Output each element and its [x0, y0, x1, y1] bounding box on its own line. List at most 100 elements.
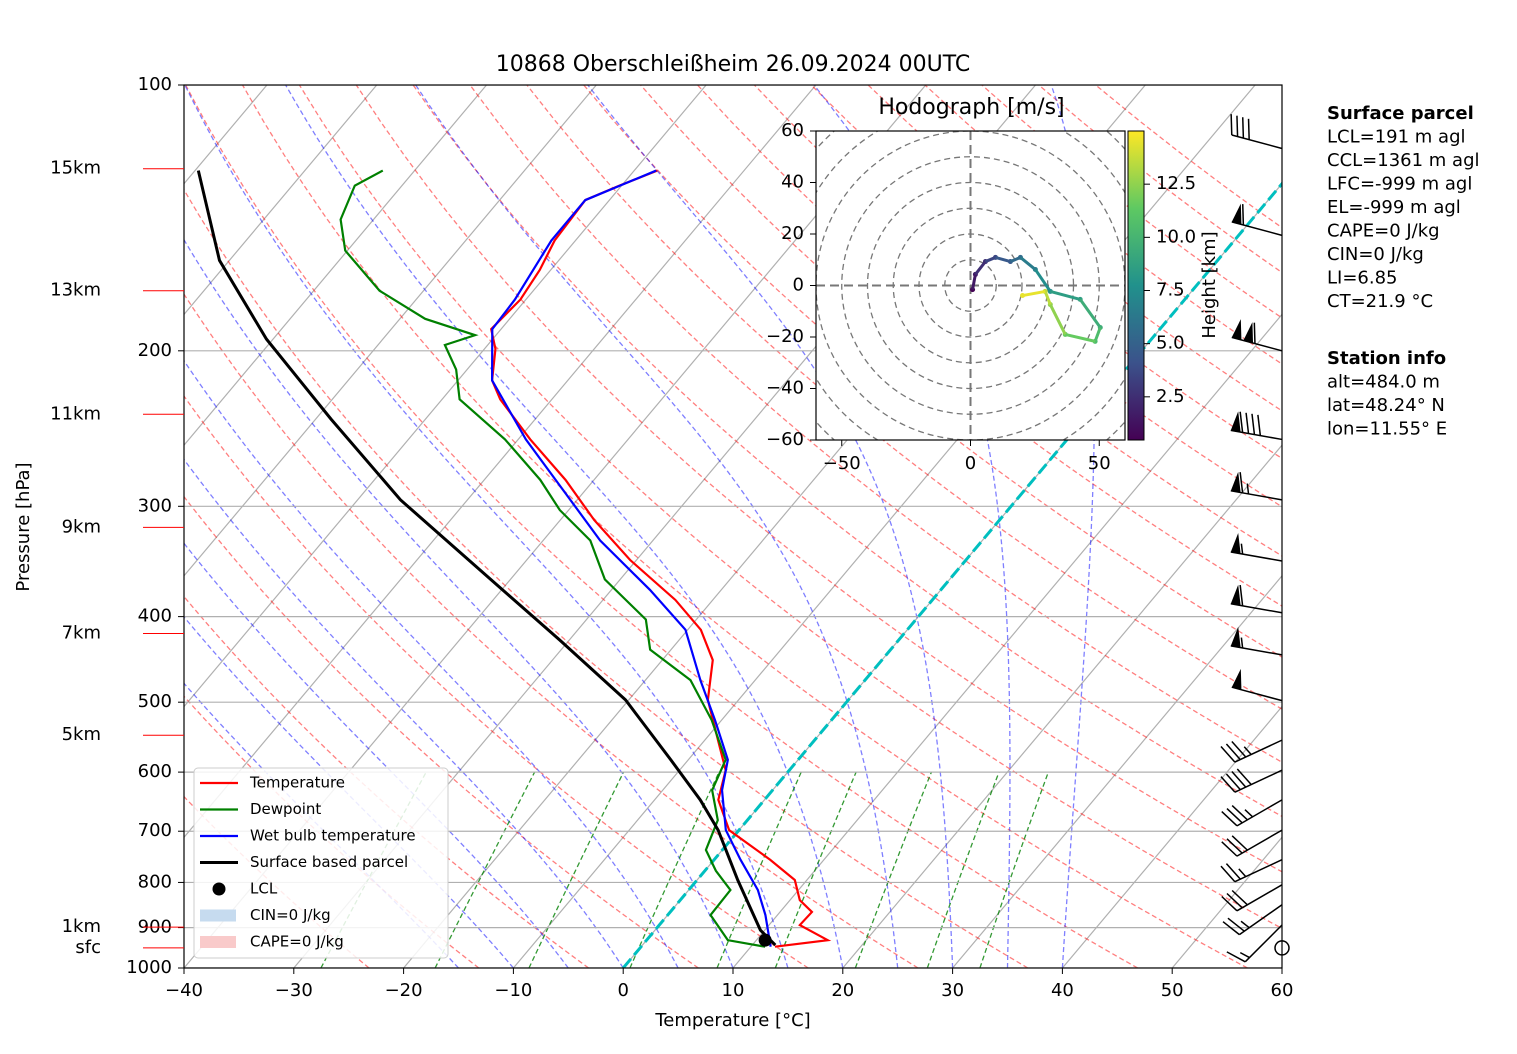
moist-adiabat [184, 682, 459, 968]
barb-flag [1230, 471, 1241, 493]
barb-staff [1234, 769, 1283, 793]
calm-wind [1274, 940, 1290, 956]
barb-flag [1231, 668, 1242, 690]
y-tick-label: 100 [138, 74, 172, 95]
barb-feather [1227, 917, 1245, 932]
legend-label: Wet bulb temperature [250, 827, 416, 845]
y-tick-label: 1000 [126, 957, 172, 978]
moist-adiabat [184, 458, 624, 968]
hodograph-x-tick-label: 0 [965, 453, 976, 474]
freezing-isotherm [622, 181, 1282, 968]
barb-flag [1243, 322, 1254, 344]
barb-half [1240, 543, 1244, 555]
barb-half [1244, 809, 1254, 818]
height-label: 9km [62, 516, 101, 537]
barb-feather [1239, 411, 1244, 433]
barb-staff [1231, 336, 1283, 352]
legend-label: LCL [250, 880, 278, 898]
wind-barb [1230, 532, 1283, 562]
dry-adiabat [184, 495, 699, 968]
barb-half [1238, 868, 1247, 878]
colorbar-tick-label: 7.5 [1156, 279, 1185, 300]
mixing-ratio-line [926, 771, 1000, 968]
barb-feather [1221, 841, 1238, 857]
y-tick-label: 600 [138, 761, 172, 782]
moist-adiabat [415, 85, 899, 968]
barb-staff [1234, 859, 1283, 883]
legend-box [193, 767, 449, 959]
dry-adiabat [469, 85, 1282, 763]
barb-feather [1225, 743, 1241, 761]
annotation-line: LI=6.85 [1327, 268, 1398, 289]
annotation-line: lon=11.55° E [1327, 419, 1447, 440]
dry-adiabat [412, 85, 1282, 818]
hodograph-title: Hodograph [m/s] [878, 95, 1064, 120]
barb-flag [1230, 411, 1241, 433]
x-tick-label: −40 [165, 980, 203, 1001]
barb-feather [1221, 810, 1238, 827]
x-tick-label: 10 [722, 980, 745, 1001]
height-label: 11km [50, 403, 101, 424]
mixing-ratio-line [774, 771, 857, 968]
barb-feather [1241, 117, 1245, 139]
barb-staff [1230, 645, 1283, 656]
hodograph-y-tick-label: 20 [781, 223, 804, 244]
barb-feather [1226, 951, 1246, 963]
barb-feather [1239, 472, 1244, 493]
colorbar [1127, 130, 1145, 441]
x-tick-label: −20 [385, 980, 423, 1001]
isotherm [184, 85, 487, 447]
barb-half [1240, 920, 1250, 929]
mixing-ratio-line [434, 771, 536, 968]
barb-staff [1231, 221, 1283, 237]
annotation-title: Station info [1327, 348, 1446, 369]
x-tick-label: 40 [1051, 980, 1074, 1001]
barb-feather [1221, 895, 1238, 912]
legend-label: Dewpoint [250, 800, 321, 818]
barb-half [1243, 746, 1252, 756]
legend-label: CAPE=0 J/kg [250, 933, 344, 951]
barb-feather [1226, 807, 1243, 824]
profile-line [196, 170, 777, 947]
wind-barb [1230, 471, 1283, 501]
mixing-ratio-line [629, 771, 720, 968]
barb-feather [1220, 746, 1236, 763]
annotation-line: alt=484.0 m [1327, 372, 1440, 393]
colorbar-tick-label: 12.5 [1156, 173, 1196, 194]
hodograph-segment [974, 260, 987, 276]
hodograph-y-tick-label: −40 [766, 378, 804, 399]
barb-feather [1236, 115, 1239, 137]
annotation-line: EL=-999 m agl [1327, 197, 1461, 218]
hodograph-segment [1022, 289, 1046, 298]
dry-adiabat [184, 395, 809, 968]
hodograph-y-tick-label: 0 [793, 275, 804, 296]
moist-adiabat [184, 542, 569, 968]
wind-barb [1231, 668, 1283, 702]
isotherm [184, 85, 707, 708]
wind-barb [1220, 768, 1283, 793]
barb-staff [1231, 686, 1283, 702]
x-tick-label: −10 [494, 980, 532, 1001]
barb-feather [1231, 771, 1247, 788]
dry-adiabat [185, 85, 1138, 968]
barb-staff [1236, 799, 1283, 827]
annotation-line: CCL=1361 m agl [1327, 150, 1480, 171]
wind-barb [1230, 584, 1283, 614]
moist-adiabat [184, 359, 679, 968]
x-axis-label: Temperature [°C] [654, 1010, 810, 1031]
barb-half [1240, 637, 1244, 649]
height-label: sfc [75, 937, 101, 958]
hodograph-y-tick-label: −20 [766, 326, 804, 347]
moist-adiabat [184, 85, 789, 968]
legend-label: CIN=0 J/kg [250, 906, 331, 924]
legend-label: Surface based parcel [250, 853, 408, 871]
barb-feather [1226, 838, 1243, 854]
wind-barb [1220, 859, 1283, 883]
barb-feather [1239, 584, 1244, 606]
wind-barb [1230, 626, 1283, 656]
barb-staff [1238, 904, 1283, 936]
hodograph-point [1020, 293, 1026, 299]
hodograph-y-tick-label: 40 [781, 172, 804, 193]
annotation-line: CT=21.9 °C [1327, 291, 1433, 312]
